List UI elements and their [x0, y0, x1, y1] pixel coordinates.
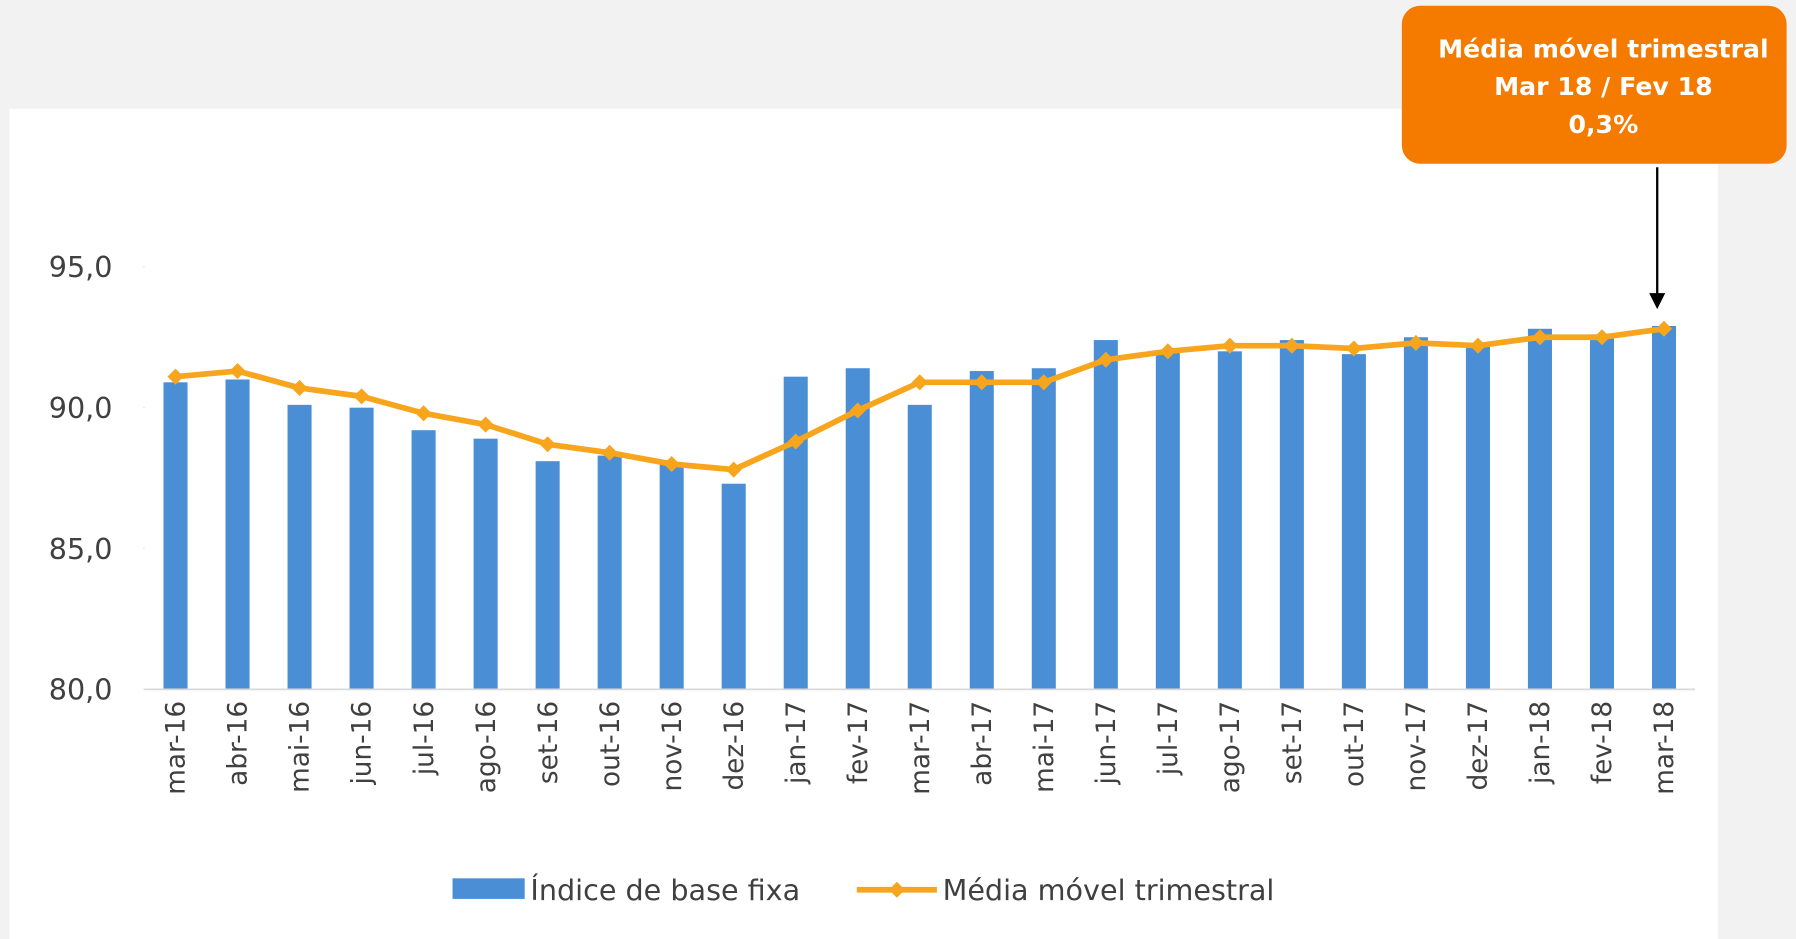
- line-marker: [229, 363, 246, 380]
- x-tick-label: set-17: [1278, 701, 1308, 784]
- x-tick-label: mai-16: [286, 701, 316, 793]
- line-marker: [1097, 351, 1114, 368]
- bar: [349, 407, 374, 690]
- bar: [163, 382, 188, 690]
- line-marker: [973, 374, 990, 391]
- line-marker: [663, 455, 680, 473]
- line-marker: [1035, 374, 1052, 391]
- line-marker: [1469, 337, 1486, 354]
- x-tick-label: mar-17: [906, 701, 936, 795]
- bar: [287, 404, 312, 690]
- x-tick-label: fev-17: [844, 701, 874, 784]
- x-tick-label: ago-16: [472, 701, 502, 793]
- annotation-text: Mar 18 / Fev 18: [1494, 72, 1713, 101]
- x-tick-label: out-17: [1340, 701, 1370, 787]
- annotation-text: 0,3%: [1568, 110, 1638, 139]
- x-tick-label: nov-17: [1402, 701, 1432, 792]
- x-tick-label: jun-16: [348, 701, 378, 786]
- annotation-box: [1401, 5, 1787, 164]
- line-marker: [911, 374, 928, 391]
- bar: [1155, 351, 1180, 690]
- bar: [535, 461, 560, 690]
- bar: [721, 483, 746, 690]
- x-tick-label: jan-18: [1526, 701, 1556, 785]
- bar: [1217, 351, 1242, 690]
- bar: [411, 430, 436, 690]
- bar: [225, 379, 250, 690]
- line-marker: [1593, 329, 1610, 346]
- x-tick-label: ago-17: [1216, 701, 1246, 793]
- line-marker: [1159, 343, 1176, 360]
- bar: [1093, 340, 1118, 690]
- legend-swatch: [888, 881, 905, 898]
- x-tick-label: dez-16: [720, 701, 750, 791]
- line-marker: [477, 416, 494, 433]
- line-marker: [1221, 337, 1238, 354]
- bar: [1651, 325, 1677, 690]
- legend-swatch: [452, 878, 525, 899]
- line-marker: [1407, 334, 1424, 351]
- y-tick-label: 95,0: [49, 250, 113, 284]
- bar: [1279, 340, 1304, 690]
- line-marker: [1655, 320, 1673, 337]
- legend-label: Índice de base fixa: [530, 873, 800, 907]
- x-tick-label: abr-16: [224, 701, 254, 786]
- line-marker: [601, 444, 618, 461]
- y-tick-label: 85,0: [49, 532, 113, 566]
- x-tick-label: jun-17: [1092, 701, 1122, 786]
- x-tick-label: dez-17: [1464, 701, 1494, 791]
- line-marker: [539, 436, 556, 453]
- x-tick-label: abr-17: [968, 701, 998, 786]
- bar: [473, 438, 498, 690]
- line-marker: [725, 461, 742, 478]
- bar: [969, 371, 994, 690]
- x-tick-label: jul-16: [410, 701, 440, 776]
- x-tick-label: jul-17: [1154, 701, 1184, 776]
- x-tick-label: jan-17: [782, 701, 812, 785]
- x-tick-label: nov-16: [658, 701, 688, 792]
- y-tick-label: 90,0: [49, 391, 113, 425]
- bar: [845, 368, 870, 690]
- bar: [907, 404, 932, 690]
- line-marker: [1531, 329, 1548, 346]
- bar: [783, 376, 808, 690]
- bar: [1589, 334, 1614, 690]
- bar: [1527, 328, 1552, 690]
- x-tick-label: out-16: [596, 701, 626, 787]
- line-marker: [1345, 340, 1362, 357]
- x-tick-label: mar-16: [162, 701, 192, 795]
- line-marker: [353, 388, 370, 405]
- x-tick-label: fev-18: [1588, 701, 1618, 784]
- bar: [597, 455, 622, 690]
- bar: [1341, 354, 1366, 690]
- annotation-arrowhead: [1649, 293, 1666, 310]
- line-marker: [849, 402, 866, 419]
- line-marker: [415, 405, 432, 422]
- x-tick-label: mar-18: [1650, 701, 1680, 795]
- bar: [659, 464, 684, 690]
- line-marker: [291, 379, 308, 396]
- line-marker: [1283, 337, 1300, 354]
- line-marker: [787, 433, 804, 450]
- y-tick-label: 80,0: [49, 673, 113, 707]
- bar: [1465, 345, 1490, 690]
- x-tick-label: mai-17: [1030, 701, 1060, 793]
- annotation-text: Média móvel trimestral: [1438, 34, 1769, 63]
- bar: [1403, 337, 1428, 690]
- legend-label: Média móvel trimestral: [943, 873, 1275, 907]
- x-tick-label: set-16: [534, 701, 564, 784]
- bar: [1031, 368, 1056, 690]
